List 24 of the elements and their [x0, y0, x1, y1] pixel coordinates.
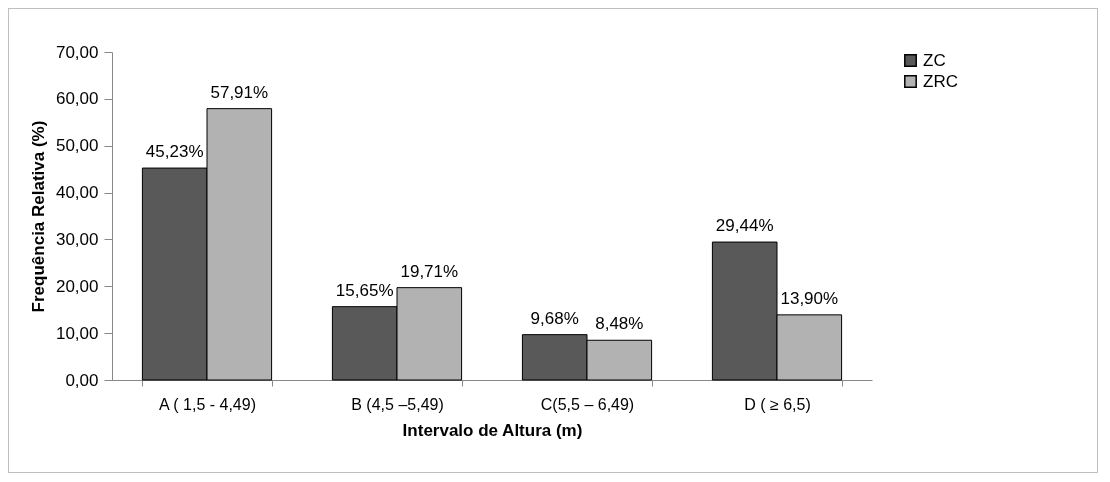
- legend-label: ZC: [923, 50, 946, 70]
- y-tick-label: 30,00: [55, 229, 99, 249]
- data-label: 19,71%: [400, 261, 459, 281]
- data-label: 57,91%: [210, 82, 269, 102]
- y-tick-label: 40,00: [55, 183, 99, 203]
- data-label: 13,90%: [780, 288, 839, 308]
- y-tick-label: 60,00: [55, 89, 99, 109]
- data-label: 29,44%: [715, 216, 774, 236]
- data-label: 9,68%: [530, 308, 579, 328]
- x-tick-label: D ( ≥ 6,5): [744, 395, 811, 413]
- data-label: 8,48%: [595, 314, 644, 334]
- data-label: 15,65%: [335, 280, 394, 300]
- y-tick-label: 70,00: [55, 42, 99, 62]
- y-tick-label: 10,00: [55, 323, 99, 343]
- x-axis-title: Intervalo de Altura (m): [402, 420, 583, 440]
- legend-label: ZRC: [923, 71, 958, 91]
- data-label: 45,23%: [145, 142, 204, 162]
- x-tick-label: C(5,5 – 6,49): [540, 395, 635, 413]
- y-tick-label: 50,00: [55, 136, 99, 156]
- y-tick-label: 20,00: [55, 276, 99, 296]
- y-tick-label: 0,00: [65, 370, 99, 390]
- y-axis-title: Frequência Relativa (%): [28, 120, 48, 313]
- x-tick-label: B (4,5 –5,49): [351, 395, 444, 413]
- x-tick-label: A ( 1,5 - 4,49): [159, 395, 256, 413]
